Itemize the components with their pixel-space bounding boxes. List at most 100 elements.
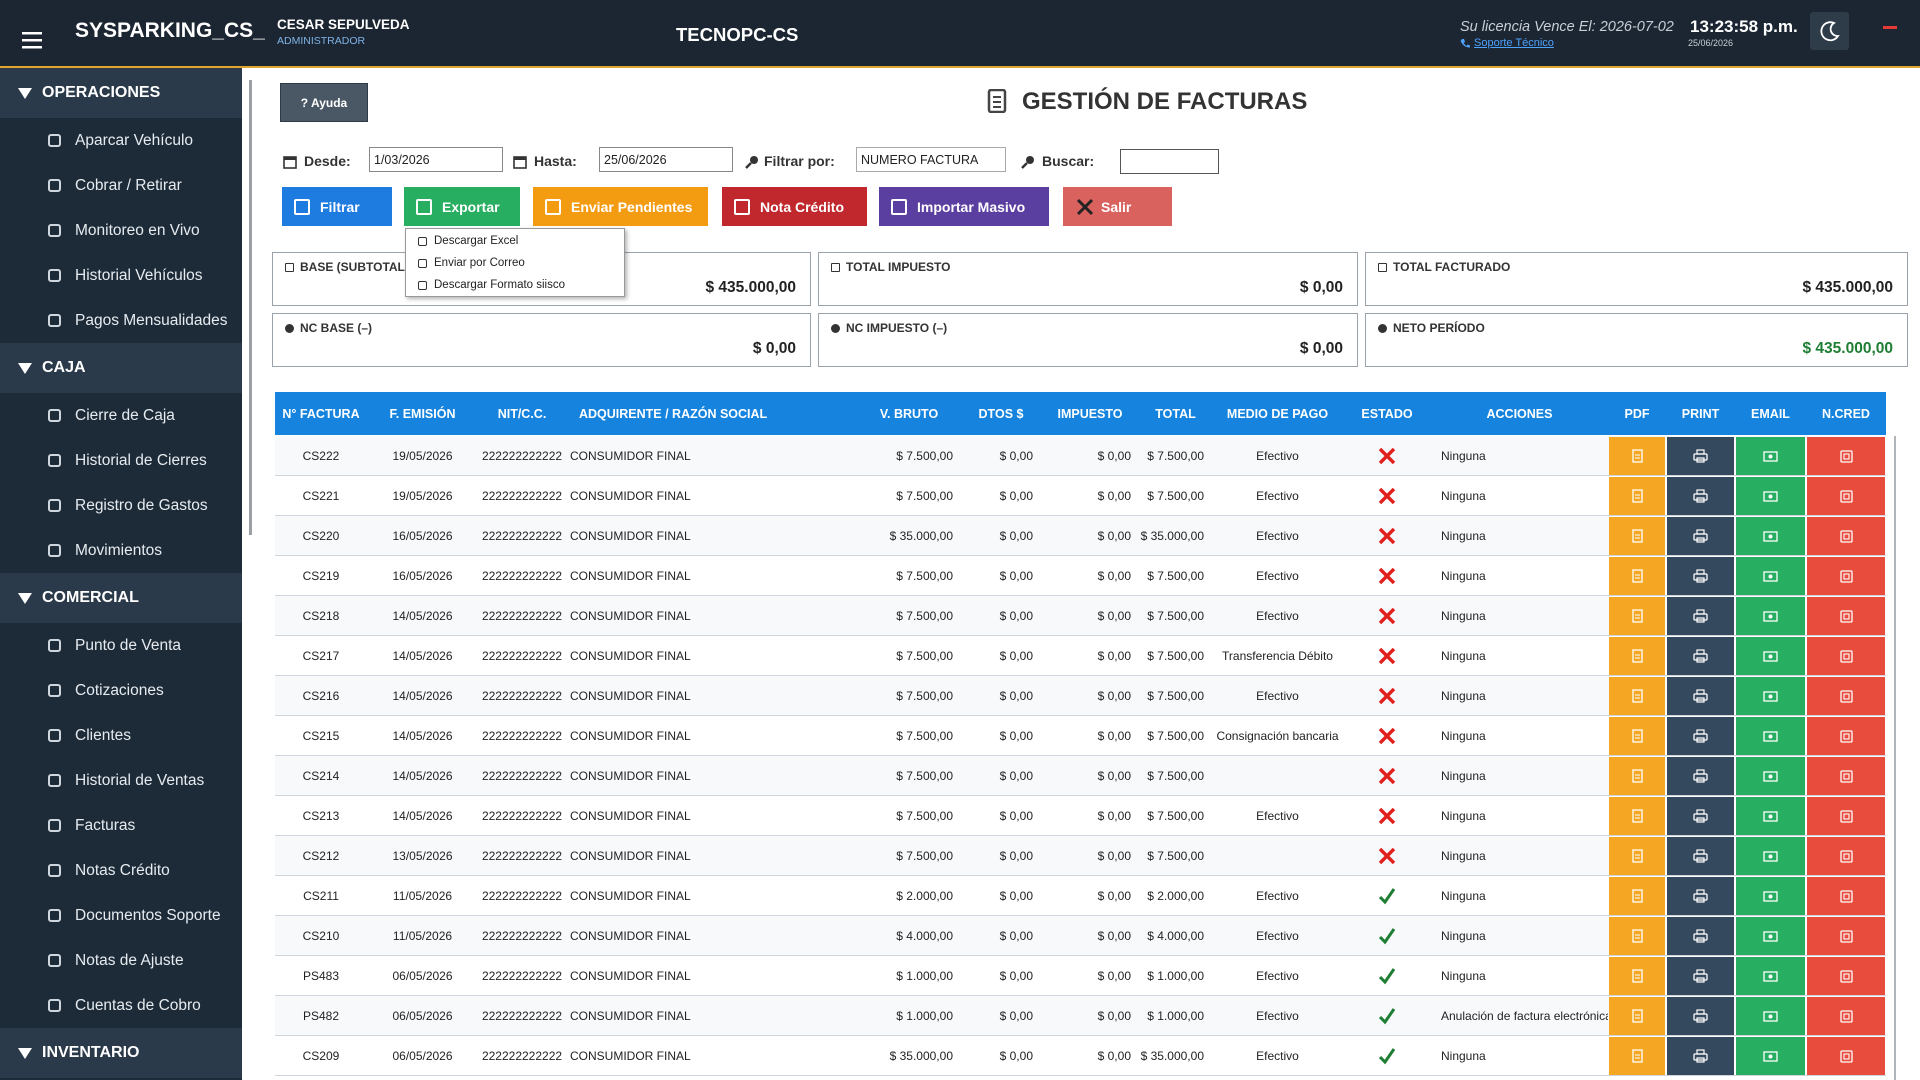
row-action[interactable] [1736,876,1805,915]
row-action[interactable] [1667,996,1734,1035]
row-action[interactable] [1736,916,1805,955]
column-header[interactable]: N.CRED [1822,406,1870,421]
row-action[interactable] [1609,636,1665,675]
row-action[interactable] [1736,756,1805,795]
nav-item[interactable]: Historial Vehículos [0,253,242,298]
action-button[interactable]: Importar Masivo [879,187,1049,226]
row-action[interactable] [1736,996,1805,1035]
close-indicator[interactable] [1883,26,1897,29]
nav-item[interactable]: Cierre de Caja [0,393,242,438]
row-action[interactable] [1736,676,1805,715]
row-action[interactable] [1736,556,1805,595]
row-action[interactable] [1736,476,1805,515]
row-action[interactable] [1807,756,1885,795]
row-action[interactable] [1609,916,1665,955]
column-header[interactable]: NIT/C.C. [497,406,547,421]
row-action[interactable] [1807,996,1885,1035]
row-action[interactable] [1609,476,1665,515]
column-header[interactable]: ACCIONES [1486,406,1553,421]
nav-item[interactable]: Clientes [0,713,242,758]
menu-item[interactable]: Descargar Formato siisco [406,274,624,296]
menu-item[interactable]: Enviar por Correo [406,252,624,274]
action-button[interactable]: Nota Crédito [722,187,867,226]
row-action[interactable] [1609,756,1665,795]
section-header[interactable]: COMERCIAL [0,573,242,623]
row-action[interactable] [1807,796,1885,835]
row-action[interactable] [1667,836,1734,875]
row-action[interactable] [1667,1036,1734,1075]
row-action[interactable] [1667,876,1734,915]
column-header[interactable]: PDF [1624,406,1650,421]
row-action[interactable] [1609,676,1665,715]
action-button[interactable]: Salir [1063,187,1172,226]
menu-toggle[interactable] [22,32,44,50]
row-action[interactable] [1667,756,1734,795]
column-header[interactable]: V. BRUTO [879,406,939,421]
row-action[interactable] [1736,796,1805,835]
row-action[interactable] [1807,716,1885,755]
row-action[interactable] [1667,796,1734,835]
row-action[interactable] [1807,876,1885,915]
row-action[interactable] [1807,916,1885,955]
row-action[interactable] [1667,956,1734,995]
hasta-input[interactable]: 25/06/2026 [599,147,733,172]
column-header[interactable]: EMAIL [1751,406,1790,421]
row-action[interactable] [1667,716,1734,755]
nav-item[interactable]: Notas de Ajuste [0,938,242,983]
column-header[interactable]: IMPUESTO [1057,406,1123,421]
section-header[interactable]: CAJA [0,343,242,393]
row-action[interactable] [1807,956,1885,995]
support-link[interactable]: Soporte Técnico [1474,37,1554,49]
row-action[interactable] [1667,516,1734,555]
row-action[interactable] [1807,476,1885,515]
column-header[interactable]: DTOS $ [978,406,1024,421]
row-action[interactable] [1609,956,1665,995]
row-action[interactable] [1736,596,1805,635]
row-action[interactable] [1609,796,1665,835]
help-button[interactable]: ? Ayuda [280,83,368,122]
nav-item[interactable]: Punto de Venta [0,623,242,668]
section-header[interactable]: OPERACIONES [0,68,242,118]
row-action[interactable] [1667,596,1734,635]
row-action[interactable] [1807,516,1885,555]
column-header[interactable]: ADQUIRENTE / RAZÓN SOCIAL [579,406,768,421]
row-action[interactable] [1807,436,1885,475]
action-button[interactable]: Enviar Pendientes [533,187,708,226]
column-header[interactable]: ESTADO [1361,406,1413,421]
column-header[interactable]: TOTAL [1155,406,1196,421]
row-action[interactable] [1609,716,1665,755]
row-action[interactable] [1736,716,1805,755]
column-header[interactable]: N° FACTURA [282,406,360,421]
row-action[interactable] [1609,556,1665,595]
column-header[interactable]: PRINT [1681,406,1720,421]
nav-item[interactable]: Cobrar / Retirar [0,163,242,208]
row-action[interactable] [1807,556,1885,595]
row-action[interactable] [1667,916,1734,955]
row-action[interactable] [1736,636,1805,675]
nav-item[interactable]: Cuentas de Cobro [0,983,242,1028]
row-action[interactable] [1736,436,1805,475]
filter-select[interactable]: NUMERO FACTURA [856,147,1006,172]
row-action[interactable] [1667,476,1734,515]
action-button[interactable]: Filtrar [282,187,392,226]
row-action[interactable] [1807,1036,1885,1075]
row-action[interactable] [1667,676,1734,715]
row-action[interactable] [1609,516,1665,555]
nav-item[interactable]: Historial de Cierres [0,438,242,483]
nav-item[interactable]: Notas Crédito [0,848,242,893]
row-action[interactable] [1807,596,1885,635]
row-action[interactable] [1609,436,1665,475]
row-action[interactable] [1736,1036,1805,1075]
row-action[interactable] [1609,876,1665,915]
row-action[interactable] [1667,436,1734,475]
nav-item[interactable]: Facturas [0,803,242,848]
nav-item[interactable]: Documentos Soporte [0,893,242,938]
desde-input[interactable]: 1/03/2026 [369,147,503,172]
menu-item[interactable]: Descargar Excel [406,230,624,252]
row-action[interactable] [1667,556,1734,595]
row-action[interactable] [1807,636,1885,675]
nav-item[interactable]: Pagos Mensualidades [0,298,242,343]
nav-item[interactable]: Movimientos [0,528,242,573]
search-input[interactable] [1120,149,1219,174]
row-action[interactable] [1736,956,1805,995]
